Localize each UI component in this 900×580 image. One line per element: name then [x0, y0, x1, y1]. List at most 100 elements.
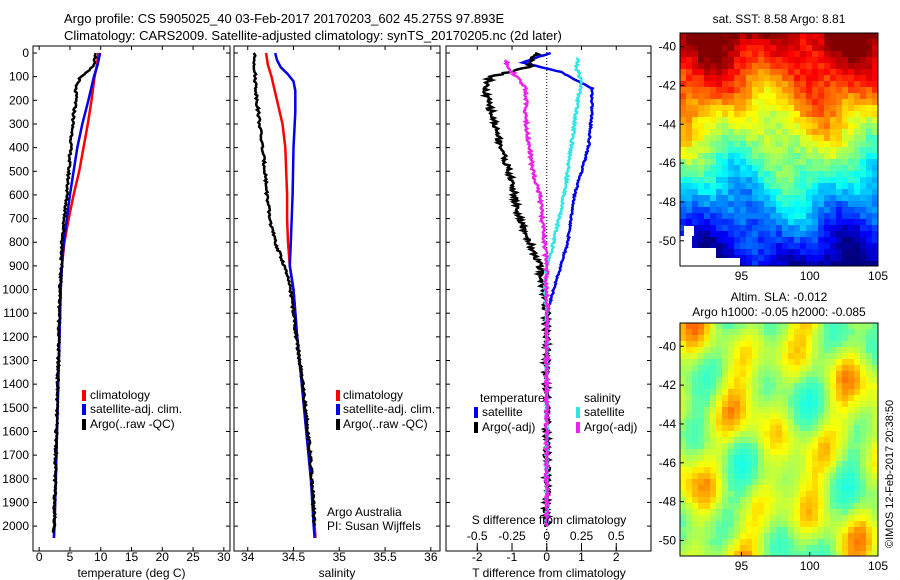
sst-cell	[680, 99, 687, 106]
sla-cell	[686, 401, 693, 408]
sla-cell	[716, 395, 723, 402]
sst-cell	[710, 189, 717, 196]
sla-cell	[800, 473, 807, 480]
sla-cell	[686, 449, 693, 456]
temp-xtick-label: 15	[125, 550, 139, 564]
sst-cell	[776, 105, 783, 112]
sst-cell	[686, 69, 693, 76]
sla-cell	[698, 341, 705, 348]
sst-cell	[782, 207, 789, 214]
sst-cell	[704, 105, 711, 112]
sla-cell	[710, 407, 717, 414]
sst-cell	[794, 105, 801, 112]
sst-cell	[866, 141, 873, 148]
sla-cell	[866, 521, 873, 528]
sst-cell	[812, 195, 819, 202]
sst-cell	[872, 135, 878, 142]
sla-cell	[734, 359, 741, 366]
sla-cell	[764, 545, 771, 552]
sst-cell	[794, 195, 801, 202]
sst-cell	[800, 69, 807, 76]
sst-cell	[800, 153, 807, 160]
sst-cell	[860, 69, 867, 76]
sst-cell	[872, 165, 878, 172]
sla-cell	[752, 359, 759, 366]
sst-cell	[728, 219, 735, 226]
sla-cell	[698, 461, 705, 468]
sst-cell	[698, 243, 705, 250]
sst-cell	[830, 69, 837, 76]
sla-cell	[746, 515, 753, 522]
sst-cell	[752, 201, 759, 208]
sla-cell	[836, 395, 843, 402]
sst-cell	[818, 99, 825, 106]
sst-cell	[752, 57, 759, 64]
sla-cell	[818, 347, 825, 354]
sla-cell	[812, 413, 819, 420]
sst-cell	[788, 39, 795, 46]
sla-cell	[704, 359, 711, 366]
sst-cell	[800, 231, 807, 238]
sla-cell	[866, 359, 873, 366]
sla-cell	[752, 527, 759, 534]
sla-cell	[812, 443, 819, 450]
sla-cell	[800, 419, 807, 426]
sst-cell	[722, 75, 729, 82]
sst-cell	[806, 243, 813, 250]
sla-cell	[698, 347, 705, 354]
sst-cell	[776, 225, 783, 232]
sla-cell	[692, 443, 699, 450]
sla-cell	[722, 539, 729, 546]
sst-cell	[782, 93, 789, 100]
temp-ytick-label: 1700	[2, 448, 29, 462]
sla-cell	[794, 491, 801, 498]
sla-cell	[842, 377, 849, 384]
sla-cell	[800, 533, 807, 540]
sla-cell	[836, 407, 843, 414]
sst-cell	[728, 81, 735, 88]
sla-cell	[680, 545, 687, 552]
sst-cell	[782, 69, 789, 76]
sst-cell	[698, 195, 705, 202]
sla-cell	[692, 347, 699, 354]
sla-cell	[686, 467, 693, 474]
temp-ytick-label: 600	[9, 188, 29, 202]
sla-cell	[872, 359, 878, 366]
sla-cell	[794, 551, 801, 556]
sst-cell	[848, 69, 855, 76]
sst-cell	[830, 45, 837, 52]
sla-cell	[764, 515, 771, 522]
sst-cell	[782, 87, 789, 94]
sla-cell	[776, 515, 783, 522]
sla-cell	[812, 485, 819, 492]
sst-cell	[764, 75, 771, 82]
sla-cell	[686, 479, 693, 486]
sla-cell	[818, 515, 825, 522]
sst-cell	[848, 249, 855, 256]
sla-cell	[704, 551, 711, 556]
sst-cell	[716, 165, 723, 172]
sst-cell	[776, 81, 783, 88]
sla-cell	[830, 551, 837, 556]
sst-cell	[776, 87, 783, 94]
sst-cell	[824, 141, 831, 148]
diff-xlabel: T difference from climatology	[472, 566, 626, 580]
sst-cell	[704, 99, 711, 106]
sst-cell	[710, 141, 717, 148]
sla-cell	[872, 323, 878, 330]
sst-cell	[704, 111, 711, 118]
sla-cell	[686, 551, 693, 556]
sla-cell	[872, 365, 878, 372]
sst-cell	[716, 243, 723, 250]
sla-cell	[680, 341, 687, 348]
diff-legend-title-salinity: salinity	[584, 391, 621, 405]
sst-cell	[728, 231, 735, 238]
sla-cell	[764, 461, 771, 468]
sla-cell	[806, 491, 813, 498]
sst-cell	[710, 57, 717, 64]
sst-cell	[716, 123, 723, 130]
sla-cell	[872, 461, 878, 468]
sst-cell	[764, 123, 771, 130]
sla-cell	[692, 395, 699, 402]
